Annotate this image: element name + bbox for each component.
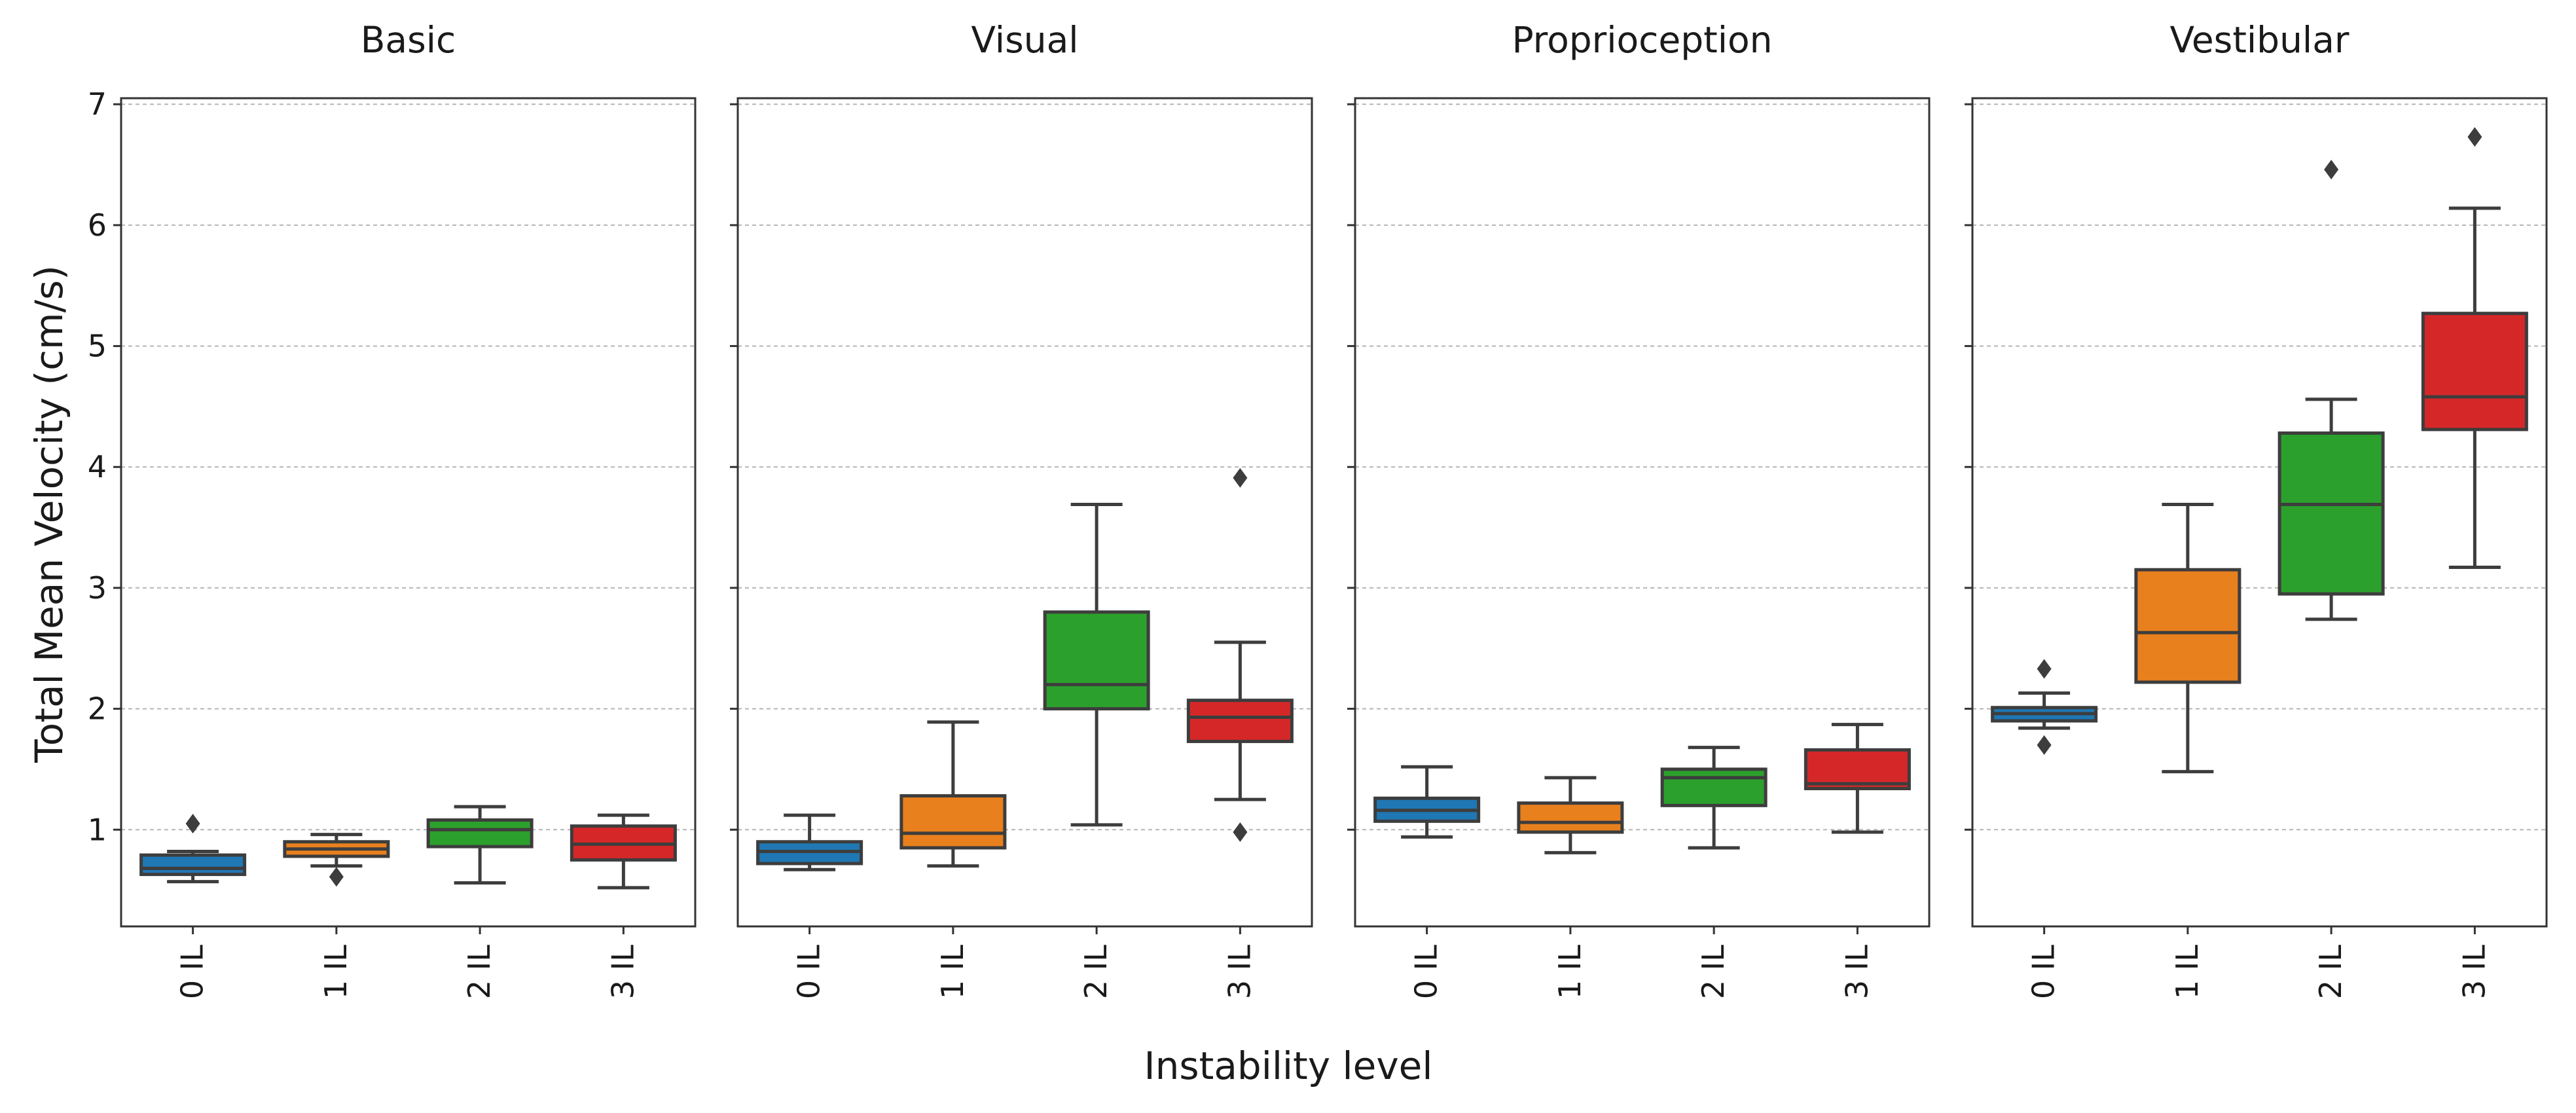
box-group-2-il [2277,159,2385,621]
box-group-2-il [1660,746,1768,850]
panel-title: Basic [361,19,456,61]
box-group-3-il [1186,467,1294,842]
outlier-point [1233,467,1248,488]
panel-frame [736,97,1313,928]
outlier-point [2037,735,2052,755]
x-tick-label: 0 IL [791,945,827,999]
box-group-3-il [1804,723,1911,834]
box-group-3-il [570,813,677,890]
iqr-box [2421,312,2528,431]
outlier-point [2324,159,2339,179]
y-tick-label: 6 [88,208,107,243]
box-group-1-il [283,833,390,887]
box-group-1-il [2134,502,2241,774]
panel-frame [1971,97,2548,928]
y-tick-label: 4 [88,449,107,484]
x-tick-label: 0 IL [2026,945,2061,999]
x-tick-label: 1 IL [935,945,970,999]
box-group-1-il [899,720,1007,868]
y-tick-label: 3 [88,570,107,606]
iqr-box [139,853,247,877]
x-tick-label: 3 IL [1839,945,1874,999]
panel-basic: Basic [139,19,677,890]
x-tick-label: 3 IL [605,945,640,999]
y-axis-label: Total Mean Velocity (cm/s) [27,265,71,763]
iqr-box [1186,699,1294,743]
box-group-0-il [756,813,863,871]
panel-proprioception: Proprioception [1373,19,1911,854]
outlier-point [1233,822,1248,842]
x-tick-label: 1 IL [1552,945,1587,999]
box-group-1-il [1517,776,1624,854]
box-group-3-il [2421,127,2528,570]
iqr-box [899,794,1007,850]
x-tick-label: 1 IL [318,945,354,999]
panel-title: Visual [971,19,1078,61]
panel-visual: Visual [756,19,1294,871]
box-group-0-il [1991,659,2098,755]
box-group-2-il [426,805,534,885]
x-tick-label: 0 IL [1409,945,1444,999]
outlier-point [185,814,200,834]
iqr-box [426,818,534,848]
iqr-box [1660,767,1768,807]
box-group-0-il [1373,765,1481,839]
x-tick-label: 2 IL [1078,945,1114,999]
outlier-point [329,867,344,887]
panel-title: Vestibular [2169,19,2349,61]
x-tick-label: 3 IL [2456,945,2492,999]
iqr-box [1517,801,1624,834]
x-tick-label: 2 IL [1696,945,1731,999]
x-tick-label: 2 IL [462,945,497,999]
box-group-0-il [139,814,247,884]
iqr-box [1043,610,1150,711]
y-tick-label: 5 [88,329,107,364]
iqr-box [2277,431,2385,596]
y-tick-label: 2 [88,691,107,727]
frame-layer: 1 2 3 4 5 6 7 0 IL 1 IL 2 IL 3 IL 0 IL 1 IL 2 IL 3 IL 0… [88,86,2548,999]
iqr-box [2134,568,2241,684]
panel-frame [120,97,697,928]
outlier-point [2467,127,2482,147]
outlier-point [2037,659,2052,679]
box-group-2-il [1043,502,1150,827]
panels-layer: Basic Visual Proprioception Vestibular [139,19,2528,890]
x-tick-label: 3 IL [1222,945,1257,999]
y-tick-label: 7 [88,86,107,122]
panel-frame [1354,97,1931,928]
x-tick-label: 0 IL [175,945,210,999]
panel-title: Proprioception [1512,19,1772,61]
y-tick-label: 1 [88,812,107,847]
grid-layer [121,103,2547,831]
x-tick-label: 2 IL [2313,945,2348,999]
panel-vestibular: Vestibular [1991,19,2528,774]
x-axis-label: Instability level [1144,1044,1433,1088]
x-tick-label: 1 IL [2169,945,2205,999]
